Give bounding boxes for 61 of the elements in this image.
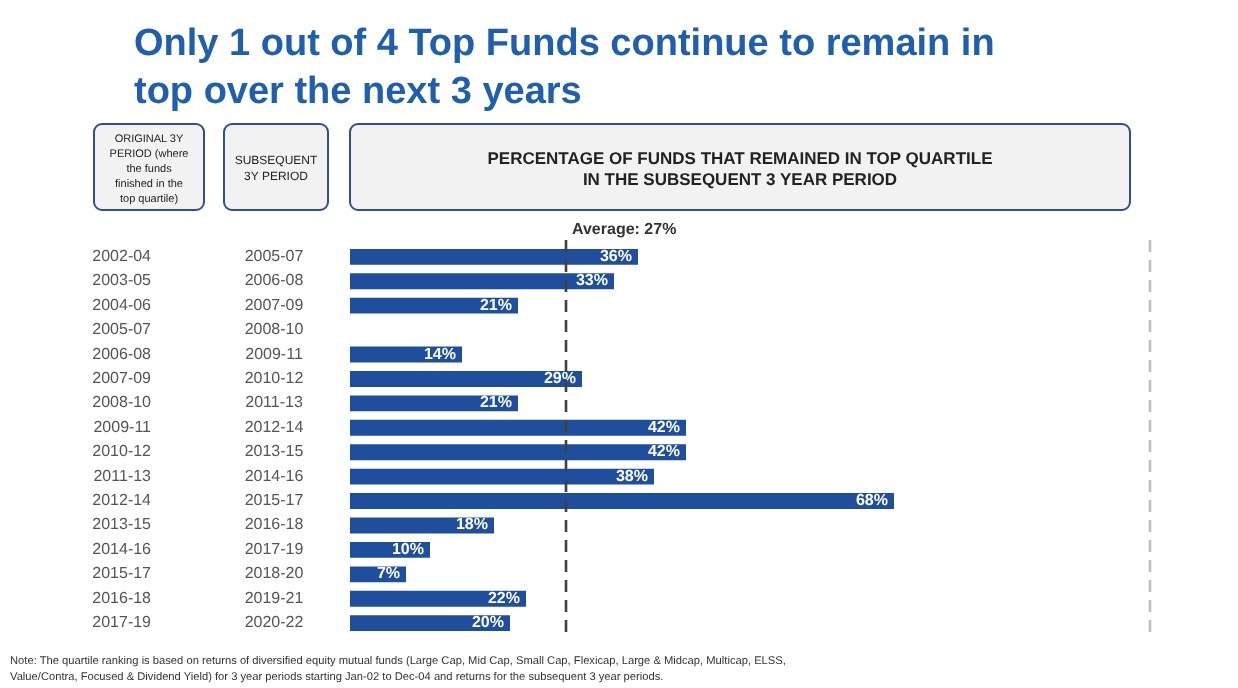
y-tick-label: 2016-18 [92, 588, 153, 607]
data-label: 38% [615, 466, 648, 485]
data-label: 14% [423, 344, 456, 363]
data-label: 68% [855, 491, 888, 510]
y2-tick-label: 2013-15 [244, 442, 305, 461]
y-tick-label: 2005-07 [92, 320, 153, 339]
y-tick-label: 2002-04 [92, 246, 153, 265]
bar [350, 248, 638, 265]
y-tick-label: 2014-16 [92, 539, 153, 558]
ref-line-label: Average: 27% [572, 220, 677, 238]
data-label: 7% [376, 564, 400, 583]
x-axis-title: PERCENTAGE OF FUNDS THAT REMAINED IN TOP QUARTILE IN THE SUBSEQUENT 3 YEAR PERIOD [487, 147, 994, 189]
data-label: 22% [487, 588, 520, 607]
bar [350, 273, 614, 290]
data-label: 42% [647, 442, 680, 461]
bar [350, 590, 526, 607]
y2-tick-label: 2012-14 [244, 417, 305, 436]
y2-tick-label: 2014-16 [244, 466, 305, 485]
y2-tick-label: 2017-19 [244, 539, 305, 558]
y-tick-label: 2006-08 [92, 344, 153, 363]
y2-tick-label: 2009-11 [245, 344, 304, 363]
data-label: 21% [479, 295, 512, 314]
data-label: 20% [471, 613, 504, 632]
data-label: 29% [543, 368, 576, 387]
y-tick-label: 2010-12 [92, 442, 153, 461]
data-label: 21% [479, 393, 512, 412]
bar [350, 419, 686, 436]
y-tick-label: 2015-17 [92, 564, 153, 583]
y-tick-label: 2007-09 [92, 368, 153, 387]
y2-tick-label: 2020-22 [244, 613, 305, 632]
data-label: 42% [647, 417, 680, 436]
y2-tick-label: 2006-08 [244, 271, 305, 290]
data-label: 18% [455, 515, 488, 534]
data-label: 33% [575, 271, 608, 290]
data-label: 10% [391, 539, 424, 558]
bar [350, 395, 518, 412]
bar [350, 493, 894, 509]
y2-tick-label: 2016-18 [244, 515, 305, 534]
bar [350, 371, 582, 387]
y-tick-label: 2013-15 [92, 515, 153, 534]
y2-tick-label: 2008-10 [244, 320, 305, 339]
y2-tick-label: 2007-09 [244, 295, 305, 314]
y2-tick-label: 2011-13 [245, 393, 304, 412]
y-tick-label: 2003-05 [92, 271, 153, 290]
y-tick-label: 2011-13 [93, 466, 153, 485]
bar [350, 444, 686, 461]
y-tick-label: 2009-11 [93, 417, 153, 436]
y2-tick-label: 2015-17 [244, 491, 305, 510]
y-tick-label: 2017-19 [92, 613, 153, 632]
y2-tick-label: 2019-21 [244, 588, 305, 607]
y2-tick-label: 2018-20 [244, 564, 305, 583]
bar [350, 297, 518, 314]
bar [350, 468, 654, 485]
y2-tick-label: 2010-12 [244, 368, 305, 387]
y2-tick-label: 2005-07 [244, 246, 305, 265]
y-tick-label: 2008-10 [92, 393, 153, 412]
data-label: 36% [599, 246, 632, 265]
y-tick-label: 2004-06 [92, 295, 153, 314]
y-tick-label: 2012-14 [92, 491, 153, 510]
chart-title: Only 1 out of 4 Top Funds continue to remain in top over the next 3 years [134, 23, 995, 113]
bar [350, 615, 510, 632]
